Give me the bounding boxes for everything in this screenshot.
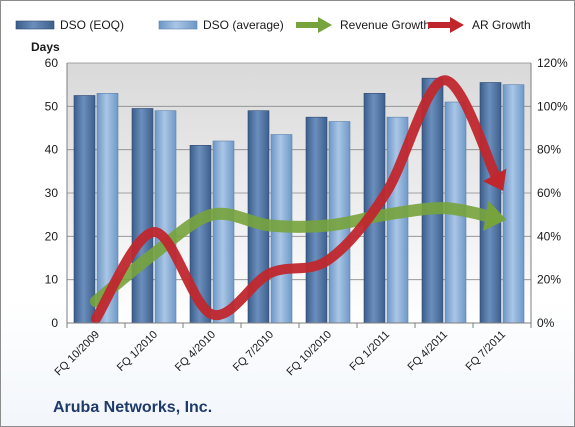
legend-label: AR Growth <box>472 18 531 32</box>
x-tick-label: FQ 10/2009 <box>53 329 103 379</box>
bar-dso-average <box>502 84 525 324</box>
y2-tick-label: 60% <box>537 186 561 200</box>
x-tick-label: FQ 4/2011 <box>405 329 450 374</box>
x-tick-label: FQ 1/2010 <box>115 329 160 374</box>
y-axis-title: Days <box>31 40 60 54</box>
y2-tick-label: 20% <box>537 273 561 287</box>
legend-label: DSO (EOQ) <box>60 18 124 32</box>
bar-dso-average <box>154 110 177 324</box>
y-tick-label: 60 <box>45 56 59 70</box>
ar-growth-line <box>91 75 503 324</box>
legend-swatch <box>158 20 198 30</box>
ar-growth-arrowhead <box>482 168 507 191</box>
revenue-growth-line <box>90 202 499 308</box>
y-tick-label: 50 <box>45 99 59 113</box>
legend-swatch-arrowhead <box>450 17 464 33</box>
x-tick-label: FQ 7/2011 <box>463 329 508 374</box>
bar-dso-eoq <box>131 108 154 324</box>
y2-tick-label: 80% <box>537 143 561 157</box>
legend-label: DSO (average) <box>203 18 284 32</box>
growth-lines <box>90 75 507 324</box>
legend-swatch-arrowhead <box>318 17 332 33</box>
y-tick-label: 20 <box>45 229 59 243</box>
bar-dso-eoq <box>73 95 96 324</box>
legend-swatch <box>15 20 55 30</box>
revenue-growth-arrowhead <box>483 201 507 231</box>
bar-dso-eoq <box>479 82 502 324</box>
x-tick-label: FQ 1/2011 <box>347 329 392 374</box>
company-name: Aruba Networks, Inc. <box>53 399 213 416</box>
x-tick-label: FQ 4/2010 <box>173 329 218 374</box>
y-tick-label: 40 <box>45 143 59 157</box>
y2-tick-label: 100% <box>537 99 568 113</box>
x-tick-label: FQ 7/2010 <box>231 329 276 374</box>
x-tick-label: FQ 10/2010 <box>285 329 335 379</box>
y2-tick-label: 40% <box>537 229 561 243</box>
y-tick-label: 10 <box>45 273 59 287</box>
legend: DSO (EOQ) DSO (average) Revenue Growth AR G… <box>15 17 531 33</box>
bar-dso-average <box>212 140 235 324</box>
y2-tick-label: 120% <box>537 56 568 70</box>
bar-series <box>73 77 525 324</box>
y-tick-label: 0 <box>51 316 58 330</box>
y-tick-label: 30 <box>45 186 59 200</box>
legend-label: Revenue Growth <box>340 18 430 32</box>
y2-tick-label: 0% <box>537 316 555 330</box>
